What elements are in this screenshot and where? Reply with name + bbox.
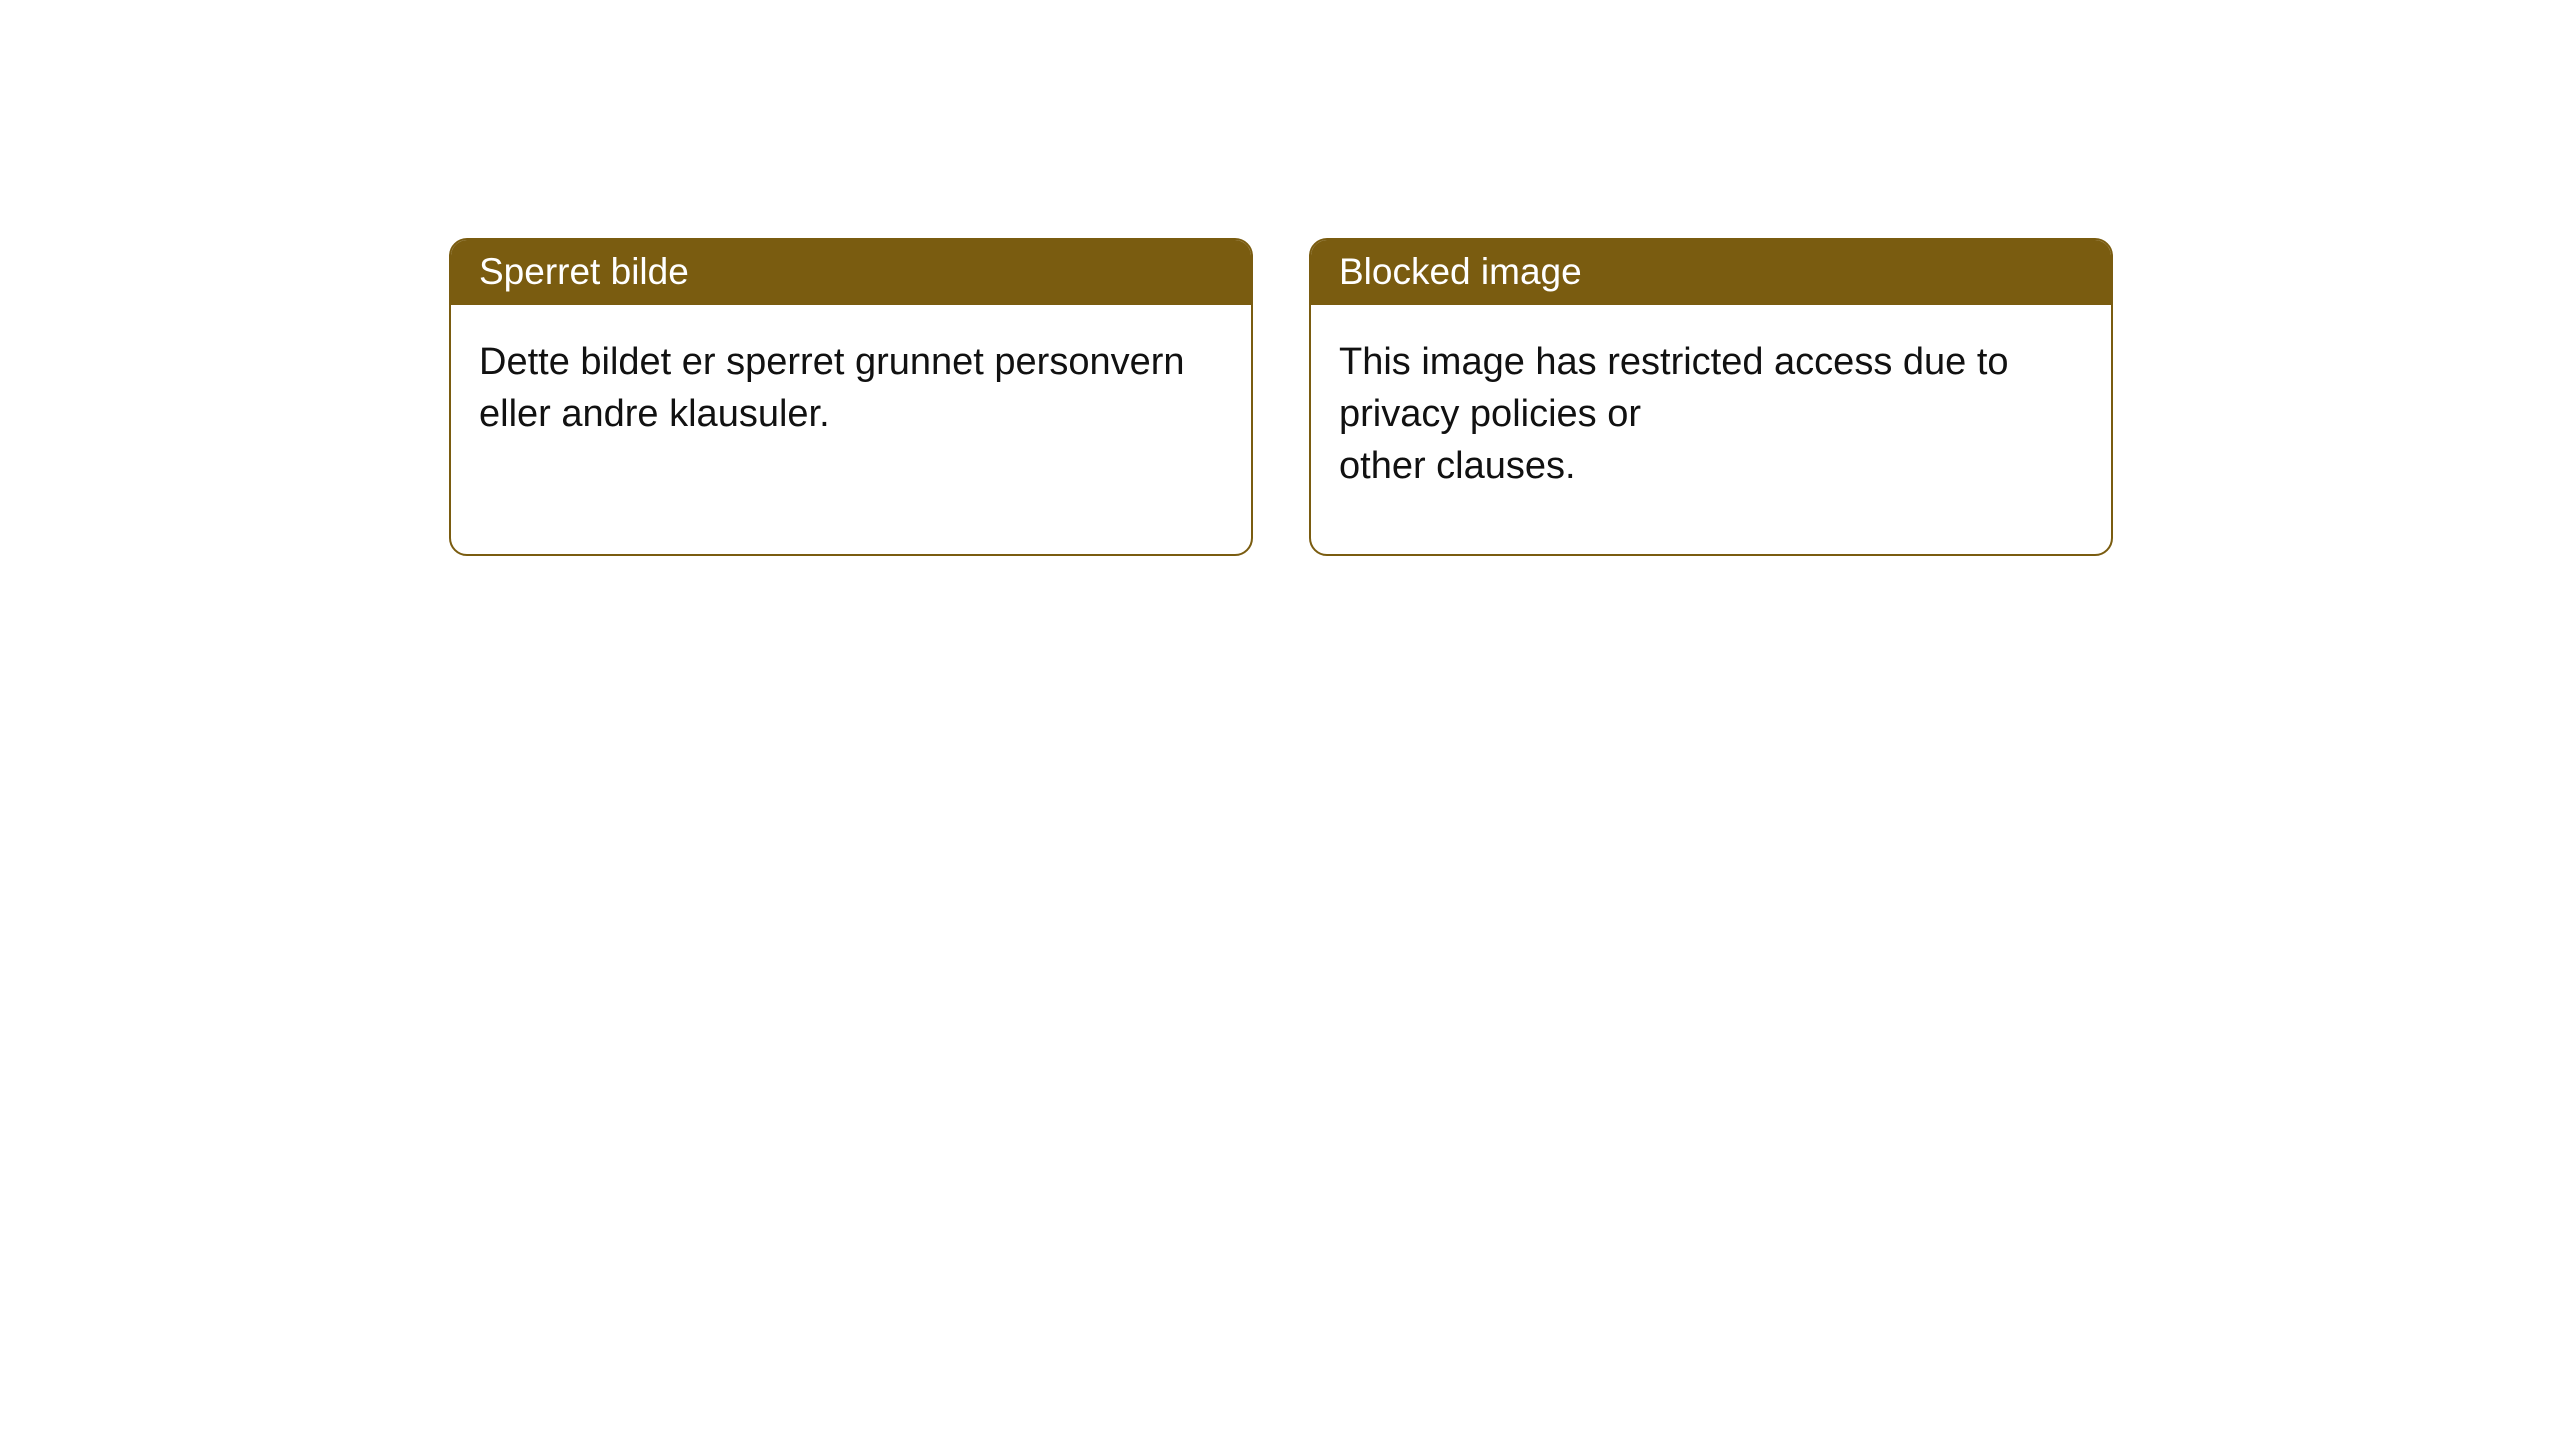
notice-container: Sperret bilde Dette bildet er sperret gr…: [0, 0, 2560, 556]
notice-card-en: Blocked image This image has restricted …: [1309, 238, 2113, 556]
notice-title-en: Blocked image: [1311, 240, 2111, 305]
notice-card-no: Sperret bilde Dette bildet er sperret gr…: [449, 238, 1253, 556]
notice-title-no: Sperret bilde: [451, 240, 1251, 305]
notice-body-en: This image has restricted access due to …: [1311, 305, 2111, 554]
notice-body-no: Dette bildet er sperret grunnet personve…: [451, 305, 1251, 505]
